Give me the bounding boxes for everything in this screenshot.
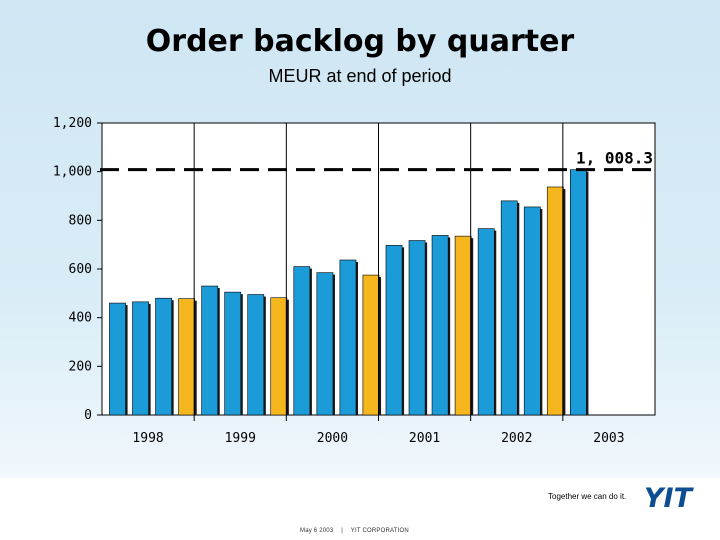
bar — [270, 297, 288, 416]
bar — [132, 301, 149, 416]
x-year-label: 1998 — [132, 431, 163, 446]
y-tick-label: 0 — [84, 408, 92, 423]
bar — [247, 294, 265, 416]
bar — [523, 206, 541, 416]
bar — [316, 272, 334, 416]
yit-logo: YIT — [644, 483, 695, 512]
x-year-label: 2000 — [317, 431, 348, 446]
bar — [362, 274, 380, 416]
bar — [500, 200, 518, 416]
bar — [109, 302, 126, 416]
y-tick-label: 400 — [69, 311, 92, 326]
bar — [224, 291, 242, 416]
bar — [408, 240, 426, 416]
y-tick-label: 200 — [69, 359, 92, 374]
x-year-label: 2002 — [501, 431, 532, 446]
x-year-label: 1999 — [225, 431, 256, 446]
logo-text: YIT — [644, 483, 695, 512]
footer-date: May 6 2003 — [300, 528, 334, 534]
footer-company: YIT CORPORATION — [350, 528, 409, 534]
bar — [155, 297, 172, 416]
x-year-label: 2003 — [593, 431, 624, 446]
x-year-label: 2001 — [409, 431, 440, 446]
bar — [454, 235, 472, 416]
y-tick-label: 800 — [69, 213, 92, 228]
bar — [385, 245, 403, 416]
bar — [293, 266, 311, 416]
bar — [201, 285, 219, 416]
bar — [431, 235, 449, 416]
footer-band — [0, 478, 720, 540]
chart-title: Order backlog by quarter — [145, 24, 575, 59]
bar — [477, 228, 495, 416]
y-tick-label: 1,200 — [53, 116, 92, 131]
footer-separator: | — [341, 528, 343, 534]
tagline: Together we can do it. — [548, 492, 627, 501]
y-tick-label: 1,000 — [53, 165, 92, 180]
bar — [569, 169, 587, 416]
order-backlog-bar-chart: 0 200 400 600 800 1,000 1,200 1998 1999 2000 2001 2… — [53, 116, 656, 446]
bar — [339, 259, 357, 416]
footer-info: May 6 2003 | YIT CORPORATION — [300, 528, 409, 534]
bar — [178, 298, 196, 416]
bar — [546, 186, 564, 416]
reference-label: 1, 008.3 — [576, 149, 653, 168]
chart-subtitle: MEUR at end of period — [268, 66, 452, 86]
y-tick-label: 600 — [69, 262, 92, 277]
